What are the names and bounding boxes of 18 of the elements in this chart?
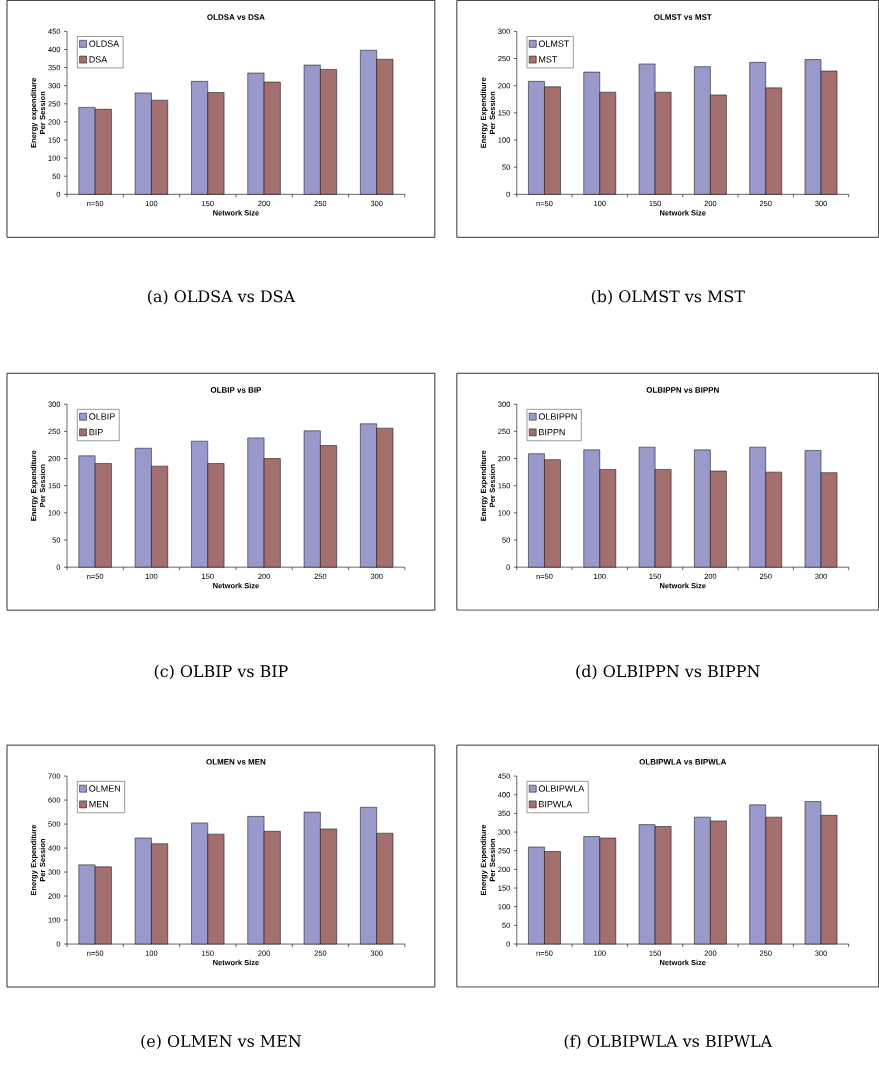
text: (f) OLBIPWLA vs BIPWLA	[564, 1034, 773, 1050]
legend-label: DSA	[89, 56, 108, 63]
legend-label: BIP	[89, 429, 103, 436]
legend-label: BIPPN	[539, 429, 565, 436]
legend-label: OLBIPWLA	[538, 785, 585, 792]
legend-label: OLMEN	[89, 785, 120, 792]
text: (b) OLMST vs MST	[591, 289, 745, 305]
text: (d) OLBIPPN vs BIPPN	[576, 664, 760, 680]
legend-label: MST	[539, 56, 558, 63]
legend-label: OLDSA	[89, 40, 120, 47]
text: (e) OLMEN vs MEN	[141, 1034, 302, 1050]
legend-label: OLMST	[538, 40, 570, 47]
text: (c) OLBIP vs BIP	[154, 664, 288, 680]
text: (a) OLDSA vs DSA	[147, 289, 296, 305]
legend-label: OLBIP	[89, 413, 115, 420]
legend-label: MEN	[89, 801, 108, 808]
legend-label: OLBIPPN	[538, 413, 577, 420]
legend-label: BIPWLA	[539, 801, 573, 808]
